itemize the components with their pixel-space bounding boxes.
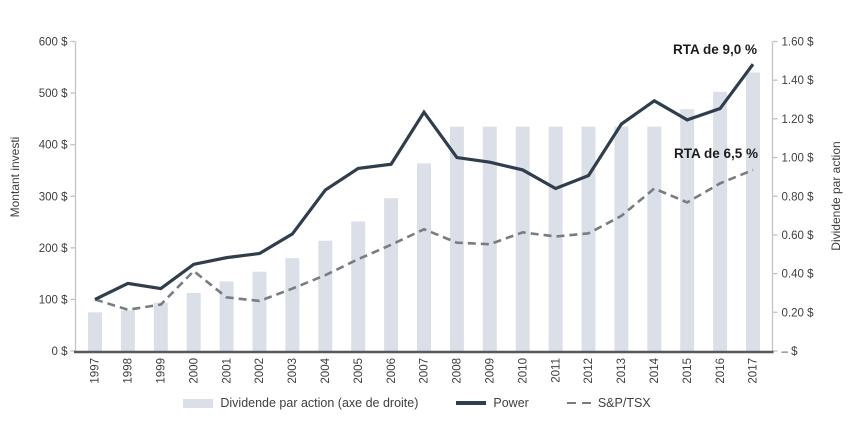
right-axis-tick-label: 0.40 $ [782,269,815,281]
right-axis-tick-label: 1.40 $ [782,75,815,87]
dividend-bar-2000 [186,292,201,351]
year-label-2010: 2010 [517,358,529,384]
dividend-bar-2005 [351,221,366,351]
year-label-2006: 2006 [386,358,398,384]
dividend-bar-2015 [680,109,695,351]
left-axis-tick-label: 200 $ [39,243,68,255]
solid-line-swatch-icon [456,401,487,405]
left-axis-title: Montant investi [8,136,22,218]
dividend-bar-2004 [318,240,333,351]
left-axis-tick-label: 400 $ [39,140,68,152]
year-label-2004: 2004 [320,357,332,383]
right-axis-tick-label: 0.60 $ [782,230,815,242]
year-label-2009: 2009 [484,358,496,384]
annotation-power-rta: RTA de 9,0 % [672,42,757,57]
bar-swatch-icon [183,398,214,408]
year-label-2002: 2002 [254,358,266,384]
sptsx-line [94,168,754,312]
dividend-bar-2009 [482,126,497,351]
dividend-bar-2017 [746,72,760,351]
year-label-2000: 2000 [188,358,200,384]
dashed-line-swatch-icon [566,401,591,405]
year-label-2001: 2001 [221,358,233,384]
power-line [94,63,755,301]
left-axis-tick-label: 100 $ [39,294,68,306]
right-axis-tick-label: 1.20 $ [782,114,815,126]
left-axis-tick-label: 300 $ [39,191,68,203]
left-axis-tick-label: 500 $ [39,88,68,100]
year-label-2015: 2015 [682,358,694,384]
left-axis-tick-label: 600 $ [39,37,68,49]
dividend-bar-2016 [713,91,728,351]
dividend-bar-2002 [252,271,267,351]
year-label-2017: 2017 [748,358,760,384]
dividend-bar-1999 [153,302,168,351]
year-label-2012: 2012 [583,358,595,384]
dividend-bar-2007 [417,163,431,351]
legend-item-sptsx: S&P/TSX [566,396,651,410]
dividend-bar-2003 [285,258,300,351]
left-axis-tick-label: 0 $ [52,346,69,358]
year-label-1997: 1997 [90,358,102,384]
dividend-bar-2006 [384,198,399,351]
year-label-1998: 1998 [123,358,135,384]
dividend-bar-2010 [515,126,530,351]
year-label-2003: 2003 [287,358,299,384]
dividend-bar-1998 [120,310,135,351]
dividend-bar-1997 [88,312,102,351]
year-label-2013: 2013 [616,358,628,384]
annotation-sptsx-rta: RTA de 6,5 % [673,146,758,161]
year-label-2008: 2008 [452,358,464,384]
legend: Dividende par action (axe de droite) Pow… [0,396,842,410]
dividend-bar-2011 [548,126,563,351]
right-axis-tick-label: 0.20 $ [782,307,815,319]
legend-label-dividend: Dividende par action (axe de droite) [220,396,419,410]
legend-item-dividend: Dividende par action (axe de droite) [183,396,418,410]
legend-item-power: Power [456,396,529,410]
dividend-bar-2013 [614,126,629,351]
right-axis-tick-label: 0.80 $ [782,191,815,203]
year-label-1999: 1999 [155,358,167,384]
right-axis-tick-label: – $ [782,346,799,358]
legend-label-power: Power [493,396,529,410]
right-axis-title: Dividende par action [829,141,843,251]
right-axis-tick-label: 1.00 $ [782,153,815,165]
legend-label-sptsx: S&P/TSX [597,396,651,410]
dividend-bar-2014 [647,126,662,351]
year-label-2016: 2016 [715,358,727,384]
right-axis-tick-label: 1.60 $ [782,37,815,49]
year-label-2007: 2007 [419,358,431,384]
year-label-2014: 2014 [649,357,661,383]
year-label-2011: 2011 [550,358,562,383]
dividend-bar-2012 [581,126,596,351]
dividend-bar-2008 [449,126,464,351]
year-label-2005: 2005 [353,358,365,384]
